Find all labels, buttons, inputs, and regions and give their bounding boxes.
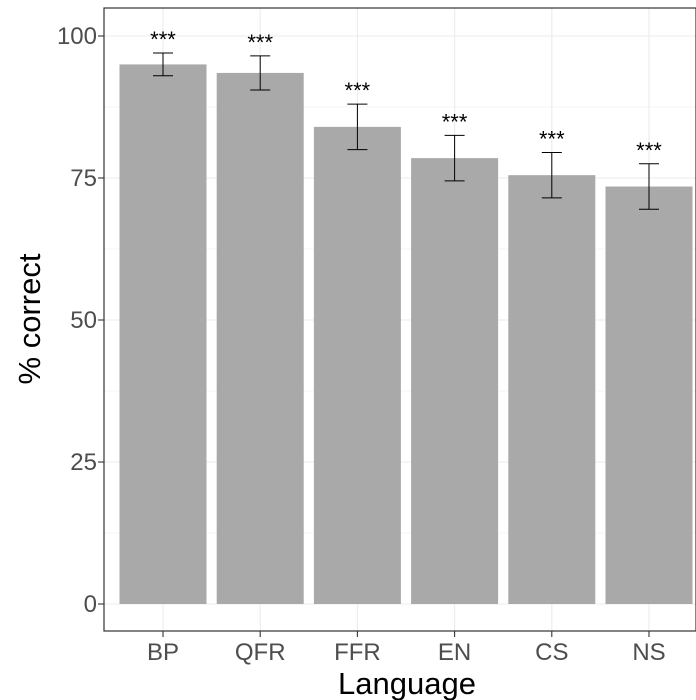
x-tick-label: NS	[632, 639, 665, 666]
y-axis-title: % correct	[12, 253, 47, 384]
bar-cs	[508, 175, 596, 604]
x-tick-label: FFR	[334, 639, 381, 666]
bar-en	[411, 158, 499, 604]
x-tick-label: CS	[535, 639, 568, 666]
x-tick-label: BP	[147, 639, 179, 666]
y-tick-label: 75	[70, 165, 97, 192]
y-tick-label: 0	[84, 591, 97, 618]
y-tick-label: 25	[70, 449, 97, 476]
bars	[119, 64, 693, 605]
x-tick-label: QFR	[235, 639, 286, 666]
y-tick-label: 100	[57, 23, 97, 50]
significance-label: ***	[539, 126, 565, 151]
significance-label: ***	[247, 30, 273, 55]
y-axis: 0 25 50 75 100	[57, 23, 104, 618]
error-bars	[153, 52, 659, 210]
bar-bp	[119, 64, 207, 604]
y-tick-label: 50	[70, 307, 97, 334]
x-axis-title: Language	[338, 666, 476, 700]
x-axis: BP QFR FFR EN CS NS	[147, 631, 666, 666]
significance-labels: *** *** *** *** *** ***	[150, 27, 662, 163]
significance-label: ***	[345, 78, 371, 103]
significance-label: ***	[150, 27, 176, 52]
significance-label: ***	[636, 138, 662, 163]
x-tick-label: EN	[438, 639, 471, 666]
bar-ns	[605, 186, 693, 604]
significance-label: ***	[442, 109, 468, 134]
bar-qfr	[216, 72, 304, 605]
bar-ffr	[313, 126, 401, 604]
